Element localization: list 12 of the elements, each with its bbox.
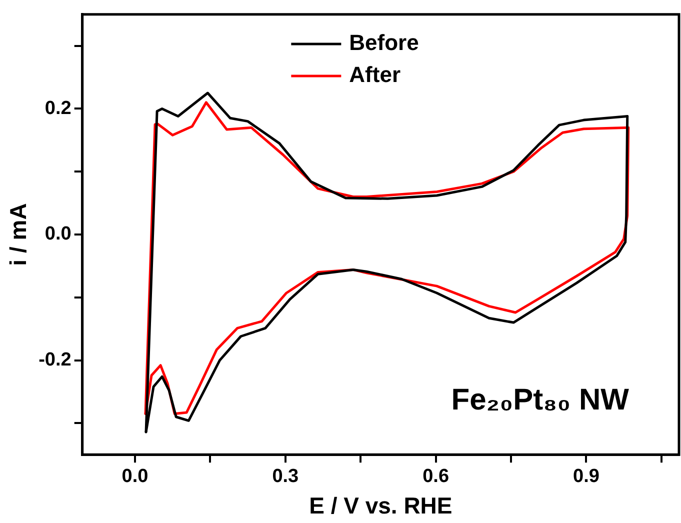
y-axis-title: i / mA <box>5 203 32 266</box>
x-tick-label: 0.3 <box>272 466 299 488</box>
x-tick-label: 0.0 <box>122 466 148 488</box>
y-tick-label: 0.0 <box>44 224 72 245</box>
legend-label: After <box>349 62 401 88</box>
x-tick-label: 0.9 <box>573 466 600 488</box>
annotation: Fe₂₀Pt₈₀ NW <box>451 384 630 417</box>
y-tick-label: 0.2 <box>44 98 72 119</box>
legend-label: Before <box>349 30 419 56</box>
x-axis-title: E / V vs. RHE <box>309 492 452 519</box>
y-tick-label: -0.2 <box>38 350 72 371</box>
x-tick-label: 0.6 <box>422 466 450 488</box>
